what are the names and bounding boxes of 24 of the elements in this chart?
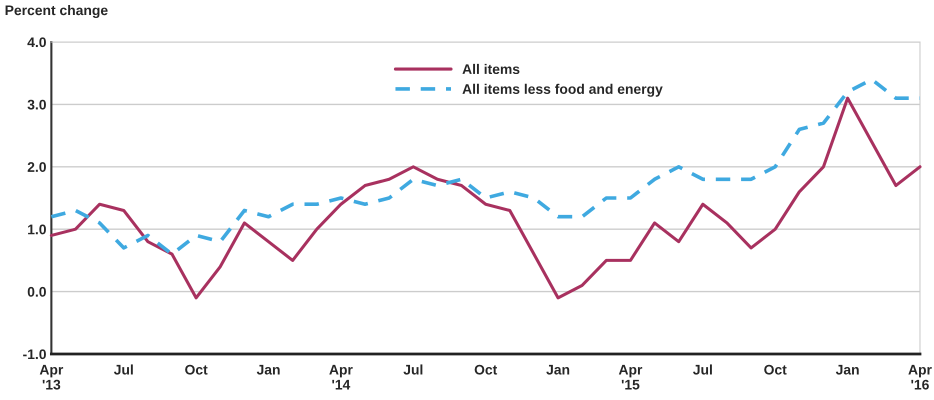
x-tick-label: Apr '14 bbox=[329, 364, 353, 390]
x-tick-label: Jul bbox=[693, 364, 712, 375]
y-tick-label: -1.0 bbox=[23, 349, 46, 360]
x-tick-label: Oct bbox=[764, 364, 787, 375]
x-tick-label: Oct bbox=[474, 364, 498, 375]
x-tick-label: Jan bbox=[256, 364, 280, 375]
x-tick-label: Jul bbox=[114, 364, 133, 375]
y-tick-label: 3.0 bbox=[28, 100, 46, 110]
x-tick-label: Apr '15 bbox=[618, 364, 642, 390]
y-tick-label: 4.0 bbox=[27, 37, 46, 48]
x-tick-label: Jul bbox=[403, 364, 422, 375]
y-tick-label: 0.0 bbox=[28, 286, 46, 297]
line-series bbox=[50, 96, 922, 300]
line-series bbox=[50, 78, 922, 256]
legend-label: All items less food and energy bbox=[462, 84, 663, 97]
x-tick-label: Apr '16 bbox=[908, 364, 932, 390]
y-axis-title: Percent change bbox=[6, 4, 108, 18]
y-tick-label: 1.0 bbox=[28, 224, 46, 234]
x-tick-label: Apr '13 bbox=[40, 364, 64, 390]
y-tick-label: 2.0 bbox=[28, 162, 46, 172]
x-tick-label: Oct bbox=[185, 364, 208, 375]
x-tick-label: Jan bbox=[836, 364, 859, 375]
legend-label: All items bbox=[462, 64, 520, 74]
x-tick-label: Jan bbox=[546, 364, 570, 375]
